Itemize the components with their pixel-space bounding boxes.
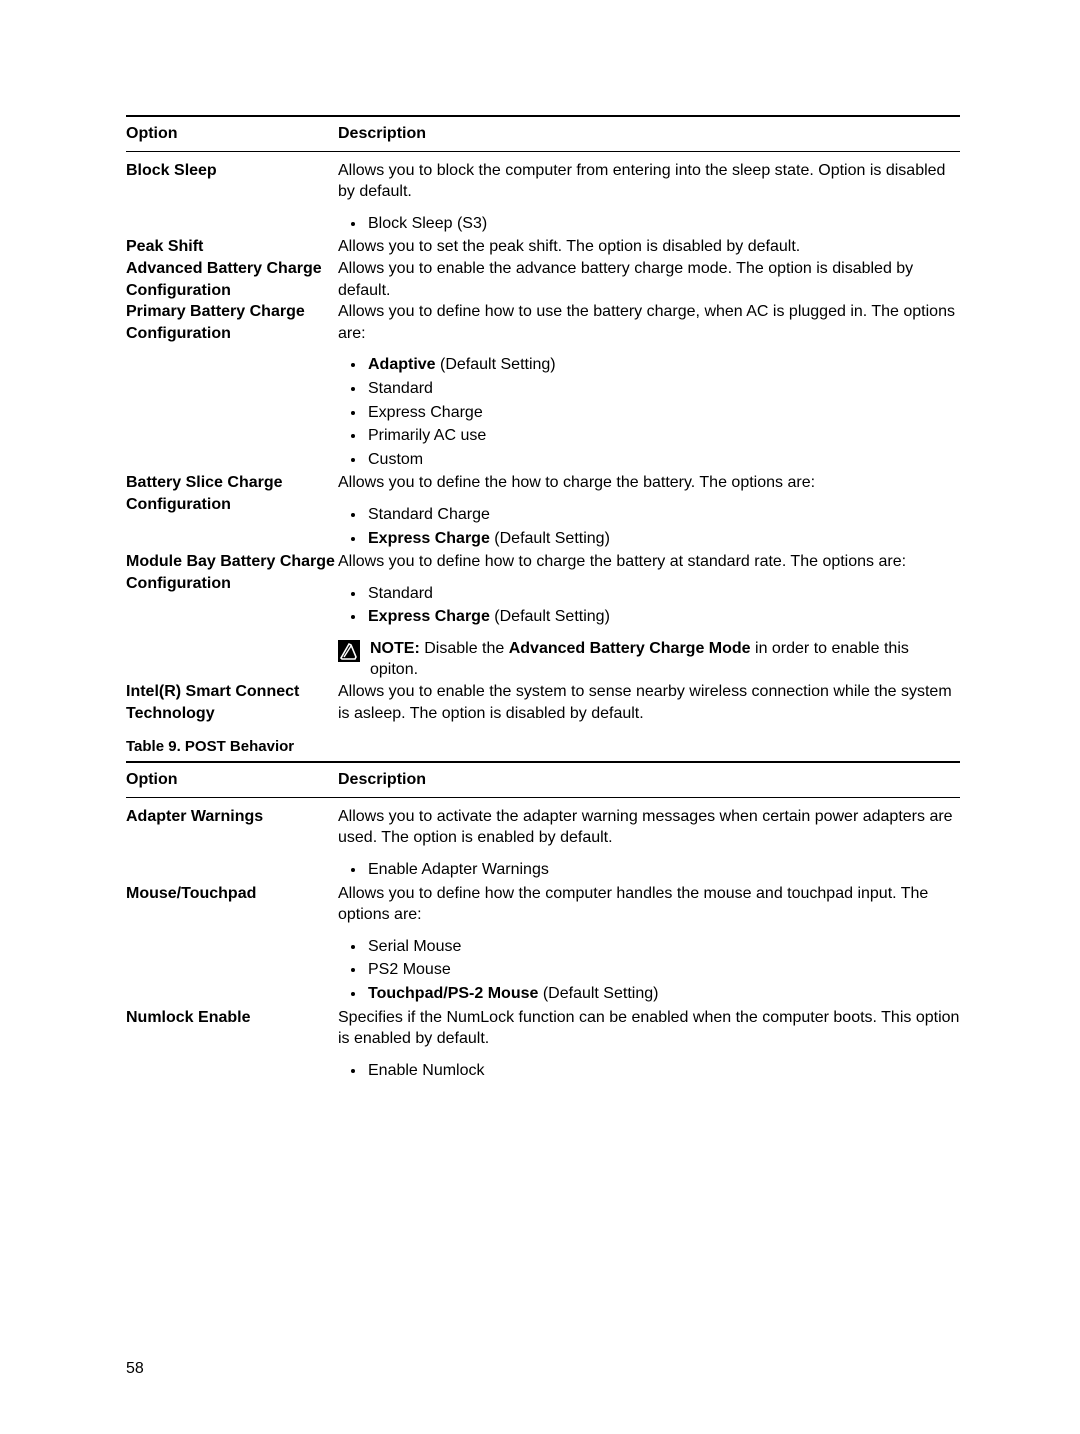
- desc-text: Specifies if the NumLock function can be…: [338, 1009, 959, 1048]
- note-mid1: Disable the: [420, 640, 509, 657]
- t2-header-desc: Description: [338, 762, 960, 797]
- rest-part: (Default Setting): [538, 985, 658, 1002]
- bullet-list: Block Sleep (S3): [338, 213, 960, 235]
- desc-text: Allows you to block the computer from en…: [338, 162, 945, 201]
- note-bold: Advanced Battery Charge Mode: [509, 640, 751, 657]
- bold-part: Adaptive: [368, 356, 436, 373]
- note-text: NOTE: Disable the Advanced Battery Charg…: [370, 638, 960, 681]
- table-row: Peak Shift Allows you to set the peak sh…: [126, 236, 960, 258]
- option-label: Peak Shift: [126, 236, 338, 258]
- options-table-1: Option Description Block Sleep Allows yo…: [126, 115, 960, 724]
- list-item: Block Sleep (S3): [366, 213, 960, 235]
- bullet-list: Standard Express Charge (Default Setting…: [338, 583, 960, 628]
- page: Option Description Block Sleep Allows yo…: [0, 0, 1080, 1434]
- list-item: Express Charge: [366, 402, 960, 424]
- list-item: Express Charge (Default Setting): [366, 606, 960, 628]
- table-row: Advanced Battery Charge Configuration Al…: [126, 258, 960, 301]
- note-icon: [338, 640, 360, 662]
- list-item: Express Charge (Default Setting): [366, 528, 960, 550]
- list-item: Touchpad/PS-2 Mouse (Default Setting): [366, 983, 960, 1005]
- desc-text: Allows you to define how to charge the b…: [338, 553, 906, 570]
- bullet-list: Enable Numlock: [338, 1060, 960, 1082]
- table-row: Intel(R) Smart Connect Technology Allows…: [126, 681, 960, 724]
- option-label: Mouse/Touchpad: [126, 883, 338, 1007]
- bullet-list: Adaptive (Default Setting) Standard Expr…: [338, 354, 960, 470]
- option-label: Primary Battery Charge Configuration: [126, 301, 338, 472]
- option-label: Adapter Warnings: [126, 797, 338, 882]
- option-label: Advanced Battery Charge Configuration: [126, 258, 338, 301]
- option-desc: Allows you to set the peak shift. The op…: [338, 236, 960, 258]
- bullet-list: Standard Charge Express Charge (Default …: [338, 504, 960, 549]
- option-desc: Allows you to define the how to charge t…: [338, 472, 960, 551]
- option-desc: Allows you to enable the system to sense…: [338, 681, 960, 724]
- list-item: Primarily AC use: [366, 425, 960, 447]
- option-desc: Allows you to define how to charge the b…: [338, 551, 960, 681]
- list-item: PS2 Mouse: [366, 959, 960, 981]
- note-block: NOTE: Disable the Advanced Battery Charg…: [338, 638, 960, 681]
- option-desc: Allows you to define how the computer ha…: [338, 883, 960, 1007]
- rest-part: (Default Setting): [490, 530, 610, 547]
- list-item: Enable Adapter Warnings: [366, 859, 960, 881]
- bold-part: Express Charge: [368, 608, 490, 625]
- desc-text: Allows you to activate the adapter warni…: [338, 808, 953, 847]
- option-desc: Allows you to enable the advance battery…: [338, 258, 960, 301]
- page-number: 58: [126, 1360, 144, 1378]
- list-item: Standard Charge: [366, 504, 960, 526]
- table-row: Adapter Warnings Allows you to activate …: [126, 797, 960, 882]
- table-row: Numlock Enable Specifies if the NumLock …: [126, 1007, 960, 1084]
- desc-text: Allows you to define the how to charge t…: [338, 474, 815, 491]
- note-prefix: NOTE:: [370, 640, 420, 657]
- desc-text: Allows you to define how to use the batt…: [338, 303, 955, 342]
- option-label: Module Bay Battery Charge Configuration: [126, 551, 338, 681]
- option-desc: Allows you to block the computer from en…: [338, 151, 960, 236]
- option-label: Block Sleep: [126, 151, 338, 236]
- t1-header-desc: Description: [338, 116, 960, 151]
- option-desc: Allows you to define how to use the batt…: [338, 301, 960, 472]
- bullet-list: Serial Mouse PS2 Mouse Touchpad/PS-2 Mou…: [338, 936, 960, 1005]
- table-row: Battery Slice Charge Configuration Allow…: [126, 472, 960, 551]
- option-label: Numlock Enable: [126, 1007, 338, 1084]
- rest-part: (Default Setting): [490, 608, 610, 625]
- list-item: Standard: [366, 583, 960, 605]
- table-row: Module Bay Battery Charge Configuration …: [126, 551, 960, 681]
- list-item: Standard: [366, 378, 960, 400]
- option-label: Battery Slice Charge Configuration: [126, 472, 338, 551]
- t1-header-option: Option: [126, 116, 338, 151]
- options-table-2: Option Description Adapter Warnings Allo…: [126, 761, 960, 1083]
- list-item: Serial Mouse: [366, 936, 960, 958]
- list-item: Enable Numlock: [366, 1060, 960, 1082]
- bullet-list: Enable Adapter Warnings: [338, 859, 960, 881]
- table-row: Block Sleep Allows you to block the comp…: [126, 151, 960, 236]
- list-item: Adaptive (Default Setting): [366, 354, 960, 376]
- list-item: Custom: [366, 449, 960, 471]
- option-desc: Allows you to activate the adapter warni…: [338, 797, 960, 882]
- bold-part: Express Charge: [368, 530, 490, 547]
- table-row: Primary Battery Charge Configuration All…: [126, 301, 960, 472]
- t2-header-option: Option: [126, 762, 338, 797]
- rest-part: (Default Setting): [436, 356, 556, 373]
- desc-text: Allows you to define how the computer ha…: [338, 885, 928, 924]
- table-2-caption: Table 9. POST Behavior: [126, 738, 960, 755]
- table-row: Mouse/Touchpad Allows you to define how …: [126, 883, 960, 1007]
- option-desc: Specifies if the NumLock function can be…: [338, 1007, 960, 1084]
- bold-part: Touchpad/PS-2 Mouse: [368, 985, 538, 1002]
- option-label: Intel(R) Smart Connect Technology: [126, 681, 338, 724]
